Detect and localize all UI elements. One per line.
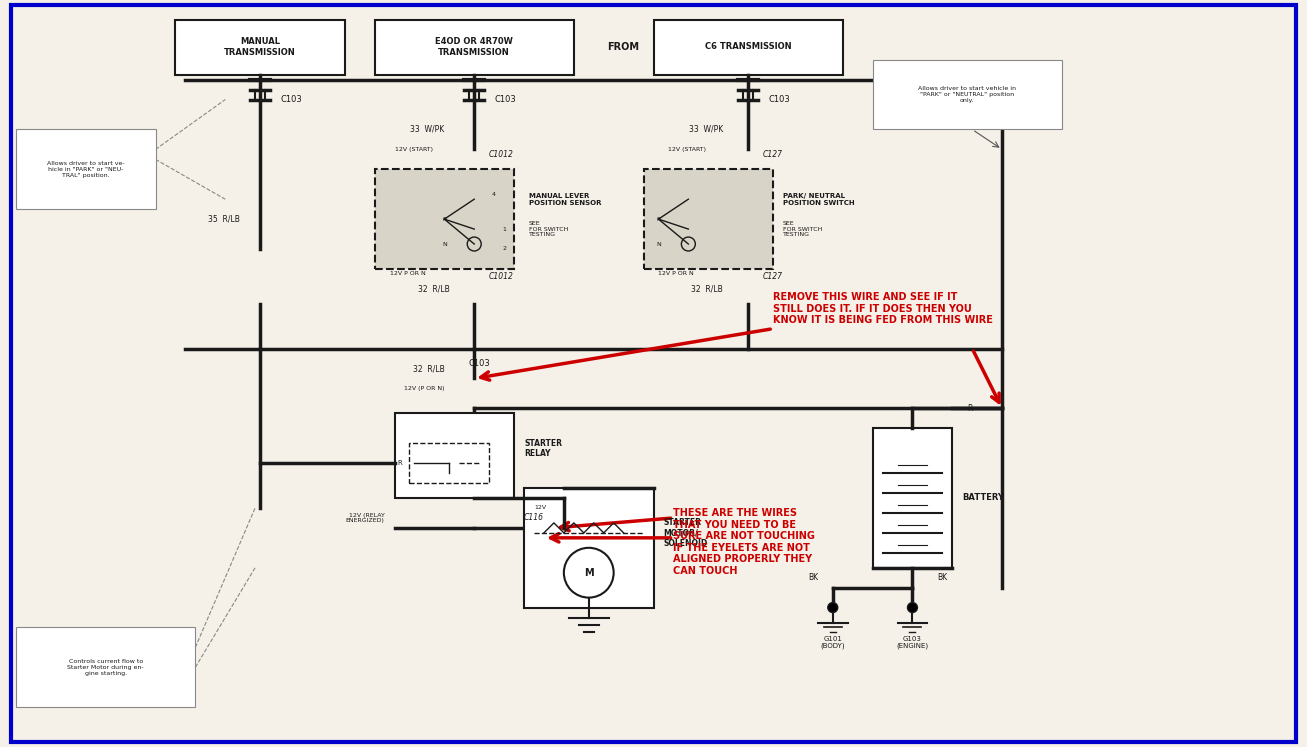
Text: R: R — [967, 404, 972, 413]
Text: SEE
FOR SWITCH
TESTING: SEE FOR SWITCH TESTING — [783, 221, 822, 238]
Text: 4: 4 — [493, 192, 497, 196]
FancyBboxPatch shape — [375, 20, 574, 75]
Text: MANUAL
TRANSMISSION: MANUAL TRANSMISSION — [225, 37, 295, 57]
Text: THESE ARE THE WIRES
THAT YOU NEED TO BE
SURE ARE NOT TOUCHING
IF THE EYELETS ARE: THESE ARE THE WIRES THAT YOU NEED TO BE … — [673, 508, 816, 576]
Text: R: R — [397, 460, 401, 466]
Text: C103: C103 — [280, 95, 302, 104]
Text: E4OD OR 4R70W
TRANSMISSION: E4OD OR 4R70W TRANSMISSION — [435, 37, 514, 57]
Circle shape — [907, 603, 918, 613]
Text: SEE
FOR SWITCH
TESTING: SEE FOR SWITCH TESTING — [529, 221, 569, 238]
Text: BATTERY: BATTERY — [962, 494, 1004, 503]
Text: C127: C127 — [763, 273, 783, 282]
Text: STARTER
MOTOR/
SOLENOID: STARTER MOTOR/ SOLENOID — [664, 518, 707, 548]
Text: G103
(ENGINE): G103 (ENGINE) — [897, 636, 928, 649]
Text: PARK/ NEUTRAL
POSITION SWITCH: PARK/ NEUTRAL POSITION SWITCH — [783, 193, 855, 205]
FancyBboxPatch shape — [409, 443, 489, 483]
Text: 12V P OR N: 12V P OR N — [389, 271, 425, 276]
Text: P: P — [656, 217, 660, 222]
Text: Allows driver to start ve-
hicle in "PARK" or "NEU-
TRAL" position.: Allows driver to start ve- hicle in "PAR… — [47, 161, 124, 178]
Text: C1012: C1012 — [489, 150, 514, 159]
Text: C103: C103 — [769, 95, 789, 104]
Text: 12V (P OR N): 12V (P OR N) — [404, 386, 444, 391]
Circle shape — [827, 603, 838, 613]
Text: 12V: 12V — [535, 506, 546, 510]
FancyBboxPatch shape — [873, 428, 953, 568]
FancyBboxPatch shape — [524, 488, 654, 607]
FancyBboxPatch shape — [375, 170, 514, 269]
Text: N: N — [442, 241, 447, 247]
FancyBboxPatch shape — [654, 20, 843, 75]
FancyBboxPatch shape — [16, 129, 156, 209]
Text: 35  R/LB: 35 R/LB — [208, 214, 240, 223]
Text: C103: C103 — [494, 95, 516, 104]
Text: P: P — [443, 217, 446, 222]
Text: C103: C103 — [468, 359, 490, 368]
Text: Controls current flow to
Starter Motor during en-
gine starting.: Controls current flow to Starter Motor d… — [68, 659, 144, 675]
Text: 32  R/LB: 32 R/LB — [691, 285, 723, 294]
Text: Allows driver to start vehicle in
"PARK" or "NEUTRAL" position
only.: Allows driver to start vehicle in "PARK"… — [919, 87, 1017, 103]
Text: M: M — [584, 568, 593, 577]
FancyBboxPatch shape — [175, 20, 345, 75]
FancyBboxPatch shape — [643, 170, 772, 269]
Text: STARTER
RELAY: STARTER RELAY — [524, 438, 562, 458]
Text: BK: BK — [937, 573, 948, 582]
Text: REMOVE THIS WIRE AND SEE IF IT
STILL DOES IT. IF IT DOES THEN YOU
KNOW IT IS BEI: REMOVE THIS WIRE AND SEE IF IT STILL DOE… — [772, 292, 993, 326]
Text: 12V (START): 12V (START) — [668, 147, 707, 152]
Text: 32  R/LB: 32 R/LB — [413, 364, 444, 373]
Text: BK: BK — [808, 573, 818, 582]
Text: 32  R/LB: 32 R/LB — [417, 285, 450, 294]
Text: MANUAL LEVER
POSITION SENSOR: MANUAL LEVER POSITION SENSOR — [529, 193, 601, 205]
Text: 2: 2 — [502, 247, 506, 252]
Text: 12V (START): 12V (START) — [395, 147, 433, 152]
Text: C1012: C1012 — [489, 273, 514, 282]
FancyBboxPatch shape — [16, 627, 195, 707]
Text: 33  W/PK: 33 W/PK — [689, 125, 723, 134]
Text: C127: C127 — [763, 150, 783, 159]
Text: 12V P OR N: 12V P OR N — [659, 271, 694, 276]
Text: C116: C116 — [524, 513, 544, 522]
Text: 1: 1 — [502, 226, 506, 232]
Text: N: N — [656, 241, 661, 247]
Text: G101
(BODY): G101 (BODY) — [821, 636, 846, 649]
Text: 12V (RELAY
ENERGIZED): 12V (RELAY ENERGIZED) — [346, 512, 384, 524]
Text: FROM: FROM — [608, 42, 639, 52]
Text: C6 TRANSMISSION: C6 TRANSMISSION — [704, 43, 792, 52]
FancyBboxPatch shape — [873, 60, 1061, 129]
Text: 33  W/PK: 33 W/PK — [410, 125, 444, 134]
FancyBboxPatch shape — [395, 413, 514, 498]
